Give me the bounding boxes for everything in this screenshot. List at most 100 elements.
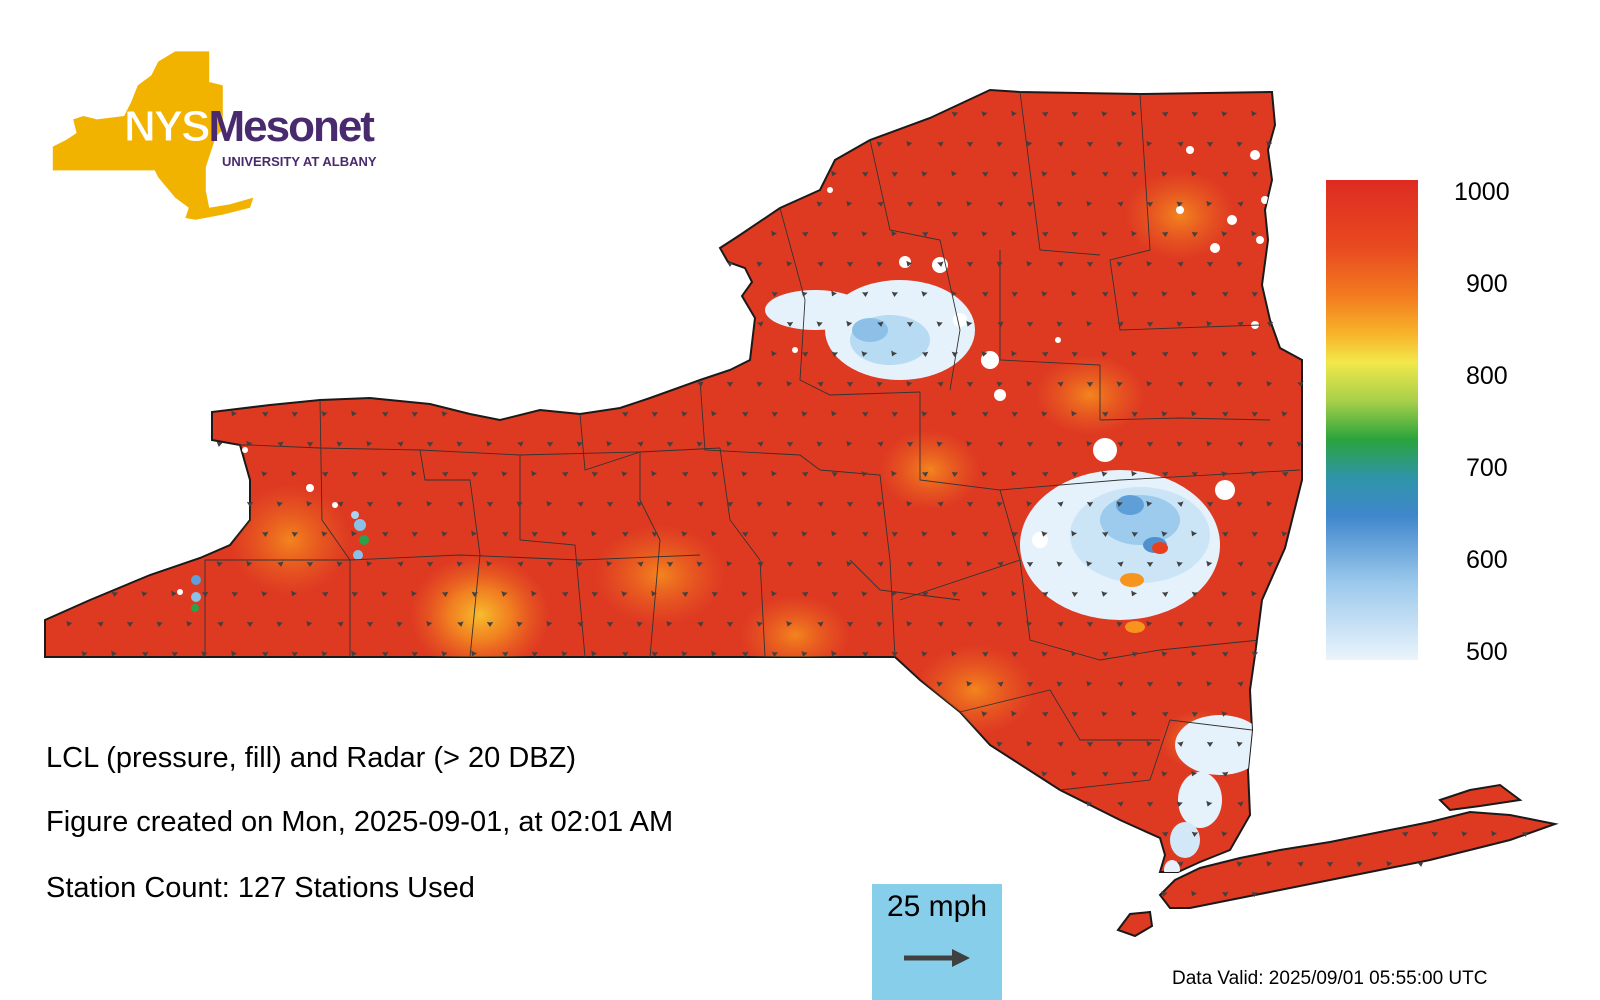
wind-arrow-icon	[216, 441, 223, 447]
wind-arrow-icon	[861, 471, 868, 477]
wind-arrow-icon	[306, 441, 314, 447]
wind-arrow-icon	[741, 471, 748, 477]
wind-arrow-icon	[441, 591, 449, 597]
wind-arrow-icon	[637, 441, 644, 447]
wind-arrow-icon	[306, 561, 314, 567]
wind-arrow-icon	[1131, 590, 1138, 597]
wind-arrow-icon	[1251, 350, 1258, 357]
wind-arrow-icon	[1191, 410, 1198, 417]
wind-arrow-icon	[697, 501, 704, 507]
wind-arrow-icon	[1221, 171, 1229, 177]
wind-arrow-icon	[1521, 831, 1529, 837]
wind-arrow-icon	[1101, 771, 1109, 777]
wind-arrow-icon	[1117, 801, 1124, 807]
wind-arrow-icon	[426, 620, 433, 627]
wind-arrow-icon	[981, 651, 989, 657]
wind-arrow-icon	[531, 651, 539, 657]
wind-arrow-icon	[1266, 561, 1274, 567]
colorbar	[1326, 180, 1418, 660]
wind-arrow-icon	[1101, 351, 1108, 357]
wind-arrow-icon	[246, 560, 253, 567]
wind-arrow-icon	[936, 681, 943, 687]
wind-arrow-icon	[1161, 471, 1169, 477]
wind-arrow-icon	[906, 140, 913, 147]
wind-arrow-icon	[921, 531, 928, 537]
wind-arrow-icon	[441, 471, 449, 477]
wind-arrow-icon	[936, 441, 943, 447]
wind-arrow-icon	[1131, 411, 1139, 417]
wind-arrow-icon	[457, 621, 464, 627]
wind-arrow-icon	[861, 171, 869, 177]
wind-arrow-icon	[591, 591, 599, 597]
wind-arrow-icon	[876, 261, 883, 267]
wind-arrow-icon	[606, 501, 614, 507]
wind-arrow-icon	[156, 621, 163, 627]
wind-arrow-icon	[726, 560, 733, 567]
wind-arrow-icon	[877, 561, 884, 567]
wind-arrow-icon	[817, 621, 824, 627]
wind-arrow-icon	[891, 411, 899, 417]
wind-arrow-icon	[1041, 651, 1048, 657]
wind-arrow-icon	[1296, 441, 1303, 447]
wind-arrow-icon	[741, 651, 749, 657]
wind-arrow-icon	[1041, 111, 1049, 117]
wind-arrow-icon	[141, 591, 148, 597]
wind-arrow-icon	[246, 501, 254, 507]
wind-arrow-icon	[1041, 291, 1048, 297]
wind-arrow-icon	[201, 651, 208, 657]
wind-arrow-icon	[756, 381, 763, 387]
wind-arrow-icon	[771, 291, 779, 297]
wind-arrow-icon	[846, 440, 853, 447]
wind-arrow-icon	[711, 410, 718, 417]
wind-arrow-icon	[786, 321, 794, 327]
wind-arrow-icon	[951, 650, 958, 657]
figure-title: LCL (pressure, fill) and Radar (> 20 DBZ…	[46, 742, 576, 774]
wind-arrow-icon	[381, 591, 388, 597]
wind-arrow-icon	[801, 531, 808, 537]
wind-arrow-icon	[1237, 321, 1244, 327]
wind-arrow-icon	[771, 590, 778, 597]
wind-arrow-icon	[966, 200, 973, 207]
wind-arrow-icon	[996, 501, 1003, 507]
wind-arrow-icon	[1431, 831, 1439, 837]
wind-arrow-icon	[351, 650, 358, 657]
wind-arrow-icon	[276, 501, 283, 507]
wind-arrow-icon	[366, 440, 373, 447]
wind-arrow-icon	[1221, 891, 1229, 897]
wind-arrow-icon	[1026, 681, 1034, 687]
wind-arrow-icon	[1206, 560, 1213, 567]
wind-arrow-icon	[786, 561, 794, 567]
wind-arrow-icon	[861, 351, 868, 357]
wind-arrow-icon	[816, 201, 823, 207]
wind-arrow-icon	[997, 201, 1004, 207]
wind-arrow-icon	[1326, 861, 1334, 867]
wind-arrow-icon	[1461, 831, 1468, 837]
wind-arrow-icon	[906, 260, 913, 267]
wind-scale-label: 25 mph	[886, 890, 988, 923]
wind-arrow-icon	[81, 651, 88, 657]
wind-arrow-icon	[891, 470, 898, 477]
wind-arrow-icon	[981, 231, 988, 237]
wind-arrow-icon	[1146, 140, 1153, 147]
wind-arrow-icon	[1056, 561, 1063, 567]
wind-arrow-icon	[1206, 440, 1213, 447]
wind-arrow-icon	[937, 261, 944, 267]
wind-arrow-icon	[1116, 381, 1123, 387]
wind-arrow-icon	[1041, 351, 1049, 357]
wind-arrow-icon	[636, 501, 643, 507]
wind-arrow-icon	[621, 531, 629, 537]
wind-arrow-icon	[1057, 741, 1064, 747]
wind-arrow-icon	[771, 651, 779, 657]
wind-arrow-icon	[1191, 770, 1198, 777]
wind-arrow-icon	[936, 561, 943, 567]
wind-arrow-icon	[336, 561, 343, 567]
wind-arrow-icon	[1146, 620, 1153, 627]
wind-arrow-icon	[1131, 110, 1138, 117]
wind-arrow-icon	[1161, 771, 1168, 777]
wind-arrow-icon	[411, 411, 419, 417]
wind-arrow-icon	[786, 500, 793, 507]
wind-arrow-icon	[1026, 500, 1033, 507]
wind-arrow-icon	[277, 561, 284, 567]
wind-arrow-icon	[1101, 531, 1109, 537]
wind-arrow-icon	[771, 531, 779, 537]
